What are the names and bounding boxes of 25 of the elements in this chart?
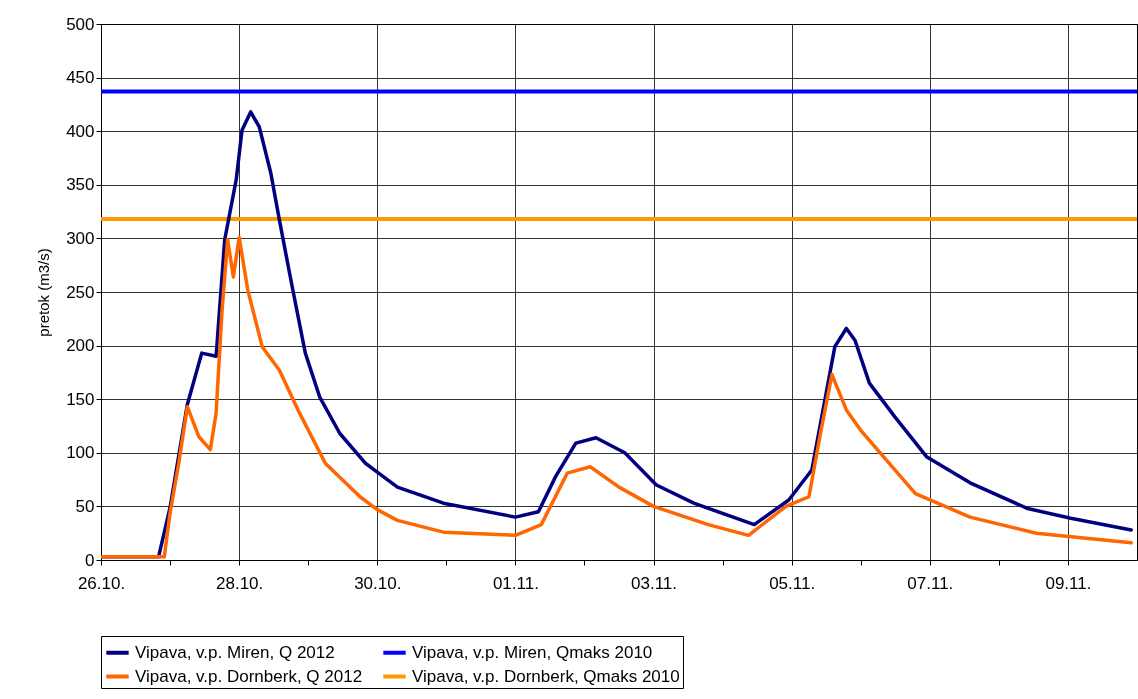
- legend-label: Vipava, v.p. Miren, Q 2012: [135, 642, 335, 662]
- y-tick-label: 400: [66, 121, 95, 141]
- y-tick-label: 150: [66, 389, 95, 409]
- y-tick-label: 500: [66, 14, 95, 34]
- x-tick-label: 26.10.: [77, 573, 126, 593]
- x-tick-label: 07.11.: [907, 573, 954, 593]
- x-tick-label: 28.10.: [216, 573, 264, 593]
- legend-label: Vipava, v.p. Dornberk, Qmaks 2010: [412, 666, 680, 686]
- legend-label: Vipava, v.p. Miren, Qmaks 2010: [412, 642, 653, 662]
- y-axis-title: pretok (m3/s): [35, 248, 53, 337]
- y-tick-label: 100: [66, 443, 95, 463]
- y-tick-label: 350: [66, 175, 95, 195]
- legend-label: Vipava, v.p. Dornberk, Q 2012: [135, 666, 363, 686]
- x-tick-label: 09.11.: [1045, 573, 1092, 593]
- y-tick-label: 200: [66, 336, 95, 356]
- y-tick-label: 300: [66, 228, 95, 248]
- x-tick-label: 05.11.: [769, 573, 816, 593]
- x-tick-label: 03.11.: [631, 573, 678, 593]
- y-tick-label: 250: [66, 282, 95, 302]
- x-tick-label: 30.10.: [354, 573, 402, 593]
- y-tick-label: 450: [66, 68, 95, 88]
- line-series: [101, 235, 1133, 559]
- y-tick-label: 50: [75, 496, 95, 516]
- x-tick-label: 01.11.: [492, 573, 539, 593]
- y-tick-label: 0: [85, 550, 95, 570]
